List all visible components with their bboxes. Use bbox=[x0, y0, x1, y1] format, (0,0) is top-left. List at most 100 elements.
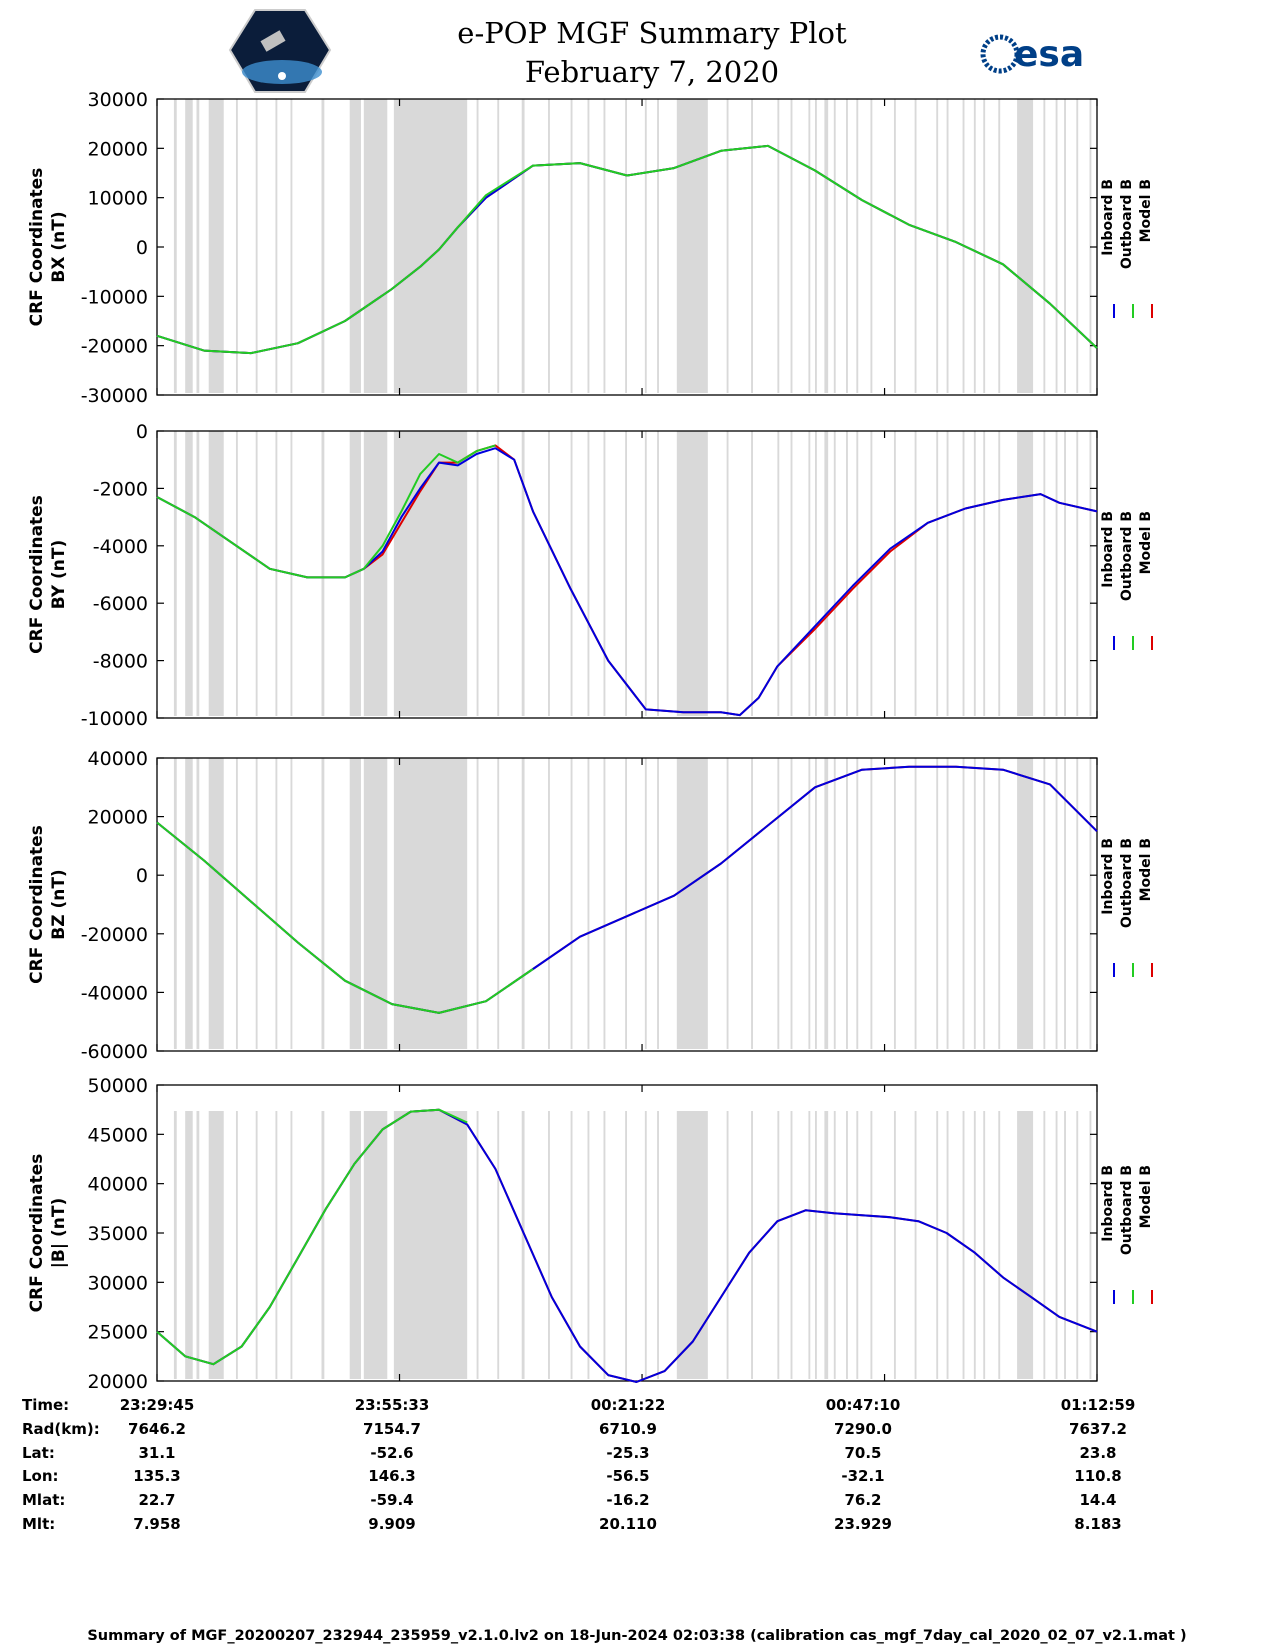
legend-label: Model B bbox=[1138, 179, 1154, 242]
ephemeris-cell: 00:21:22 bbox=[591, 1396, 666, 1414]
ephemeris-row-label: Mlt: bbox=[22, 1515, 55, 1533]
gap-band bbox=[644, 758, 647, 1049]
gap-band bbox=[657, 99, 659, 393]
gap-band bbox=[777, 431, 780, 716]
gap-band bbox=[1089, 1111, 1092, 1379]
gap-band bbox=[173, 99, 177, 393]
gap-band bbox=[936, 99, 939, 393]
gap-band bbox=[824, 99, 829, 393]
gap-band bbox=[497, 1111, 500, 1379]
ephemeris-cell: 23:55:33 bbox=[355, 1396, 430, 1414]
gap-band bbox=[870, 1111, 873, 1379]
y-tick-label: 30000 bbox=[88, 1272, 148, 1294]
legend-label: Inboard B bbox=[1100, 179, 1116, 256]
gap-band bbox=[1043, 1111, 1046, 1379]
gap-band bbox=[497, 431, 500, 716]
gap-band bbox=[603, 431, 606, 716]
ephemeris-cell: 23.8 bbox=[1079, 1444, 1116, 1462]
gap-band bbox=[570, 431, 573, 716]
ephemeris-cell: -25.3 bbox=[606, 1444, 649, 1462]
ephemeris-cell: 7154.7 bbox=[363, 1420, 421, 1438]
ephemeris-row-label: Lat: bbox=[22, 1444, 55, 1462]
header: e-POP MGF Summary Plot February 7, 2020 … bbox=[228, 9, 1084, 93]
y-axis-label-line-1: CRF Coordinates bbox=[27, 1154, 47, 1313]
gap-band bbox=[1076, 758, 1079, 1049]
ephemeris-cell: 76.2 bbox=[844, 1491, 881, 1509]
gap-band bbox=[363, 758, 388, 1049]
ephemeris-cell: 22.7 bbox=[138, 1491, 175, 1509]
ephemeris-cell: 110.8 bbox=[1074, 1467, 1121, 1485]
gap-band bbox=[208, 1111, 224, 1379]
gap-band bbox=[998, 1111, 1001, 1379]
ephemeris-cell: 23.929 bbox=[834, 1515, 892, 1533]
gap-band bbox=[815, 431, 817, 716]
gap-band bbox=[777, 99, 780, 393]
gap-band bbox=[998, 431, 1001, 716]
y-tick-label: 20000 bbox=[88, 807, 148, 829]
y-tick-label: 10000 bbox=[88, 188, 148, 210]
gap-band bbox=[893, 1111, 896, 1379]
gap-band bbox=[1055, 1111, 1058, 1379]
panel-bz: 40000 20000 0 -20000 -40000 -60000 CRF Coordin… bbox=[27, 748, 1154, 1063]
gap-band bbox=[846, 99, 848, 393]
gap-band bbox=[1055, 758, 1058, 1049]
gap-band bbox=[1055, 431, 1058, 716]
ephemeris-cell: 6710.9 bbox=[599, 1420, 657, 1438]
gap-band bbox=[275, 1111, 278, 1379]
gap-band bbox=[290, 758, 293, 1049]
gap-band bbox=[914, 758, 917, 1049]
ephemeris-cell: 01:12:59 bbox=[1061, 1396, 1136, 1414]
gap-band bbox=[393, 431, 468, 716]
gap-band bbox=[657, 1111, 659, 1379]
y-tick-label: 50000 bbox=[88, 1075, 148, 1097]
gap-band bbox=[833, 431, 836, 716]
gap-band bbox=[548, 1111, 550, 1379]
gap-band bbox=[208, 99, 224, 393]
gap-band bbox=[321, 1111, 325, 1379]
ephemeris-cell: -32.1 bbox=[841, 1467, 884, 1485]
gap-band bbox=[476, 1111, 479, 1379]
gap-band bbox=[726, 1111, 729, 1379]
gap-band bbox=[1017, 758, 1034, 1049]
gap-band bbox=[726, 99, 729, 393]
gap-band bbox=[363, 1111, 388, 1379]
gap-band bbox=[185, 758, 193, 1049]
gap-band bbox=[275, 431, 278, 716]
plot-frame bbox=[156, 757, 1098, 1052]
y-axis-label-line-2: BX (nT) bbox=[49, 211, 69, 282]
y-tick-label: 0 bbox=[136, 237, 148, 259]
gap-band bbox=[587, 99, 590, 393]
gap-band bbox=[833, 1111, 836, 1379]
gap-band bbox=[856, 1111, 859, 1379]
gap-band bbox=[625, 431, 627, 716]
gap-band bbox=[349, 1111, 361, 1379]
gap-band bbox=[393, 99, 468, 393]
gap-band bbox=[790, 1111, 793, 1379]
gap-band bbox=[393, 758, 468, 1049]
gap-band bbox=[603, 758, 606, 1049]
gap-band bbox=[603, 99, 606, 393]
y-tick-label: -10000 bbox=[81, 286, 148, 308]
y-tick-label: 40000 bbox=[88, 1174, 148, 1196]
gap-band bbox=[936, 758, 939, 1049]
y-tick-label: 0 bbox=[136, 865, 148, 887]
gap-band bbox=[833, 758, 836, 1049]
gap-band bbox=[870, 99, 873, 393]
legend-label: Model B bbox=[1138, 511, 1154, 574]
ephemeris-cell: 135.3 bbox=[133, 1467, 180, 1485]
y-tick-label: -8000 bbox=[93, 651, 148, 673]
ephemeris-cell: 8.183 bbox=[1074, 1515, 1121, 1533]
gap-band bbox=[824, 431, 829, 716]
gap-band bbox=[946, 99, 949, 393]
gap-band bbox=[815, 99, 817, 393]
gap-band bbox=[751, 1111, 753, 1379]
gap-band bbox=[255, 1111, 258, 1379]
gap-band bbox=[808, 99, 811, 393]
gap-band bbox=[946, 758, 949, 1049]
gap-band bbox=[815, 758, 817, 1049]
gap-band bbox=[321, 99, 325, 393]
gap-band bbox=[983, 99, 986, 393]
y-tick-label: -20000 bbox=[81, 924, 148, 946]
